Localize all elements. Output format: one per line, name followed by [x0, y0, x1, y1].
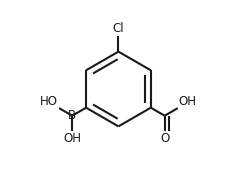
- Text: HO: HO: [40, 95, 58, 108]
- Text: B: B: [68, 109, 76, 122]
- Text: Cl: Cl: [113, 22, 124, 35]
- Text: OH: OH: [63, 132, 81, 145]
- Text: O: O: [160, 132, 169, 145]
- Text: OH: OH: [179, 95, 197, 108]
